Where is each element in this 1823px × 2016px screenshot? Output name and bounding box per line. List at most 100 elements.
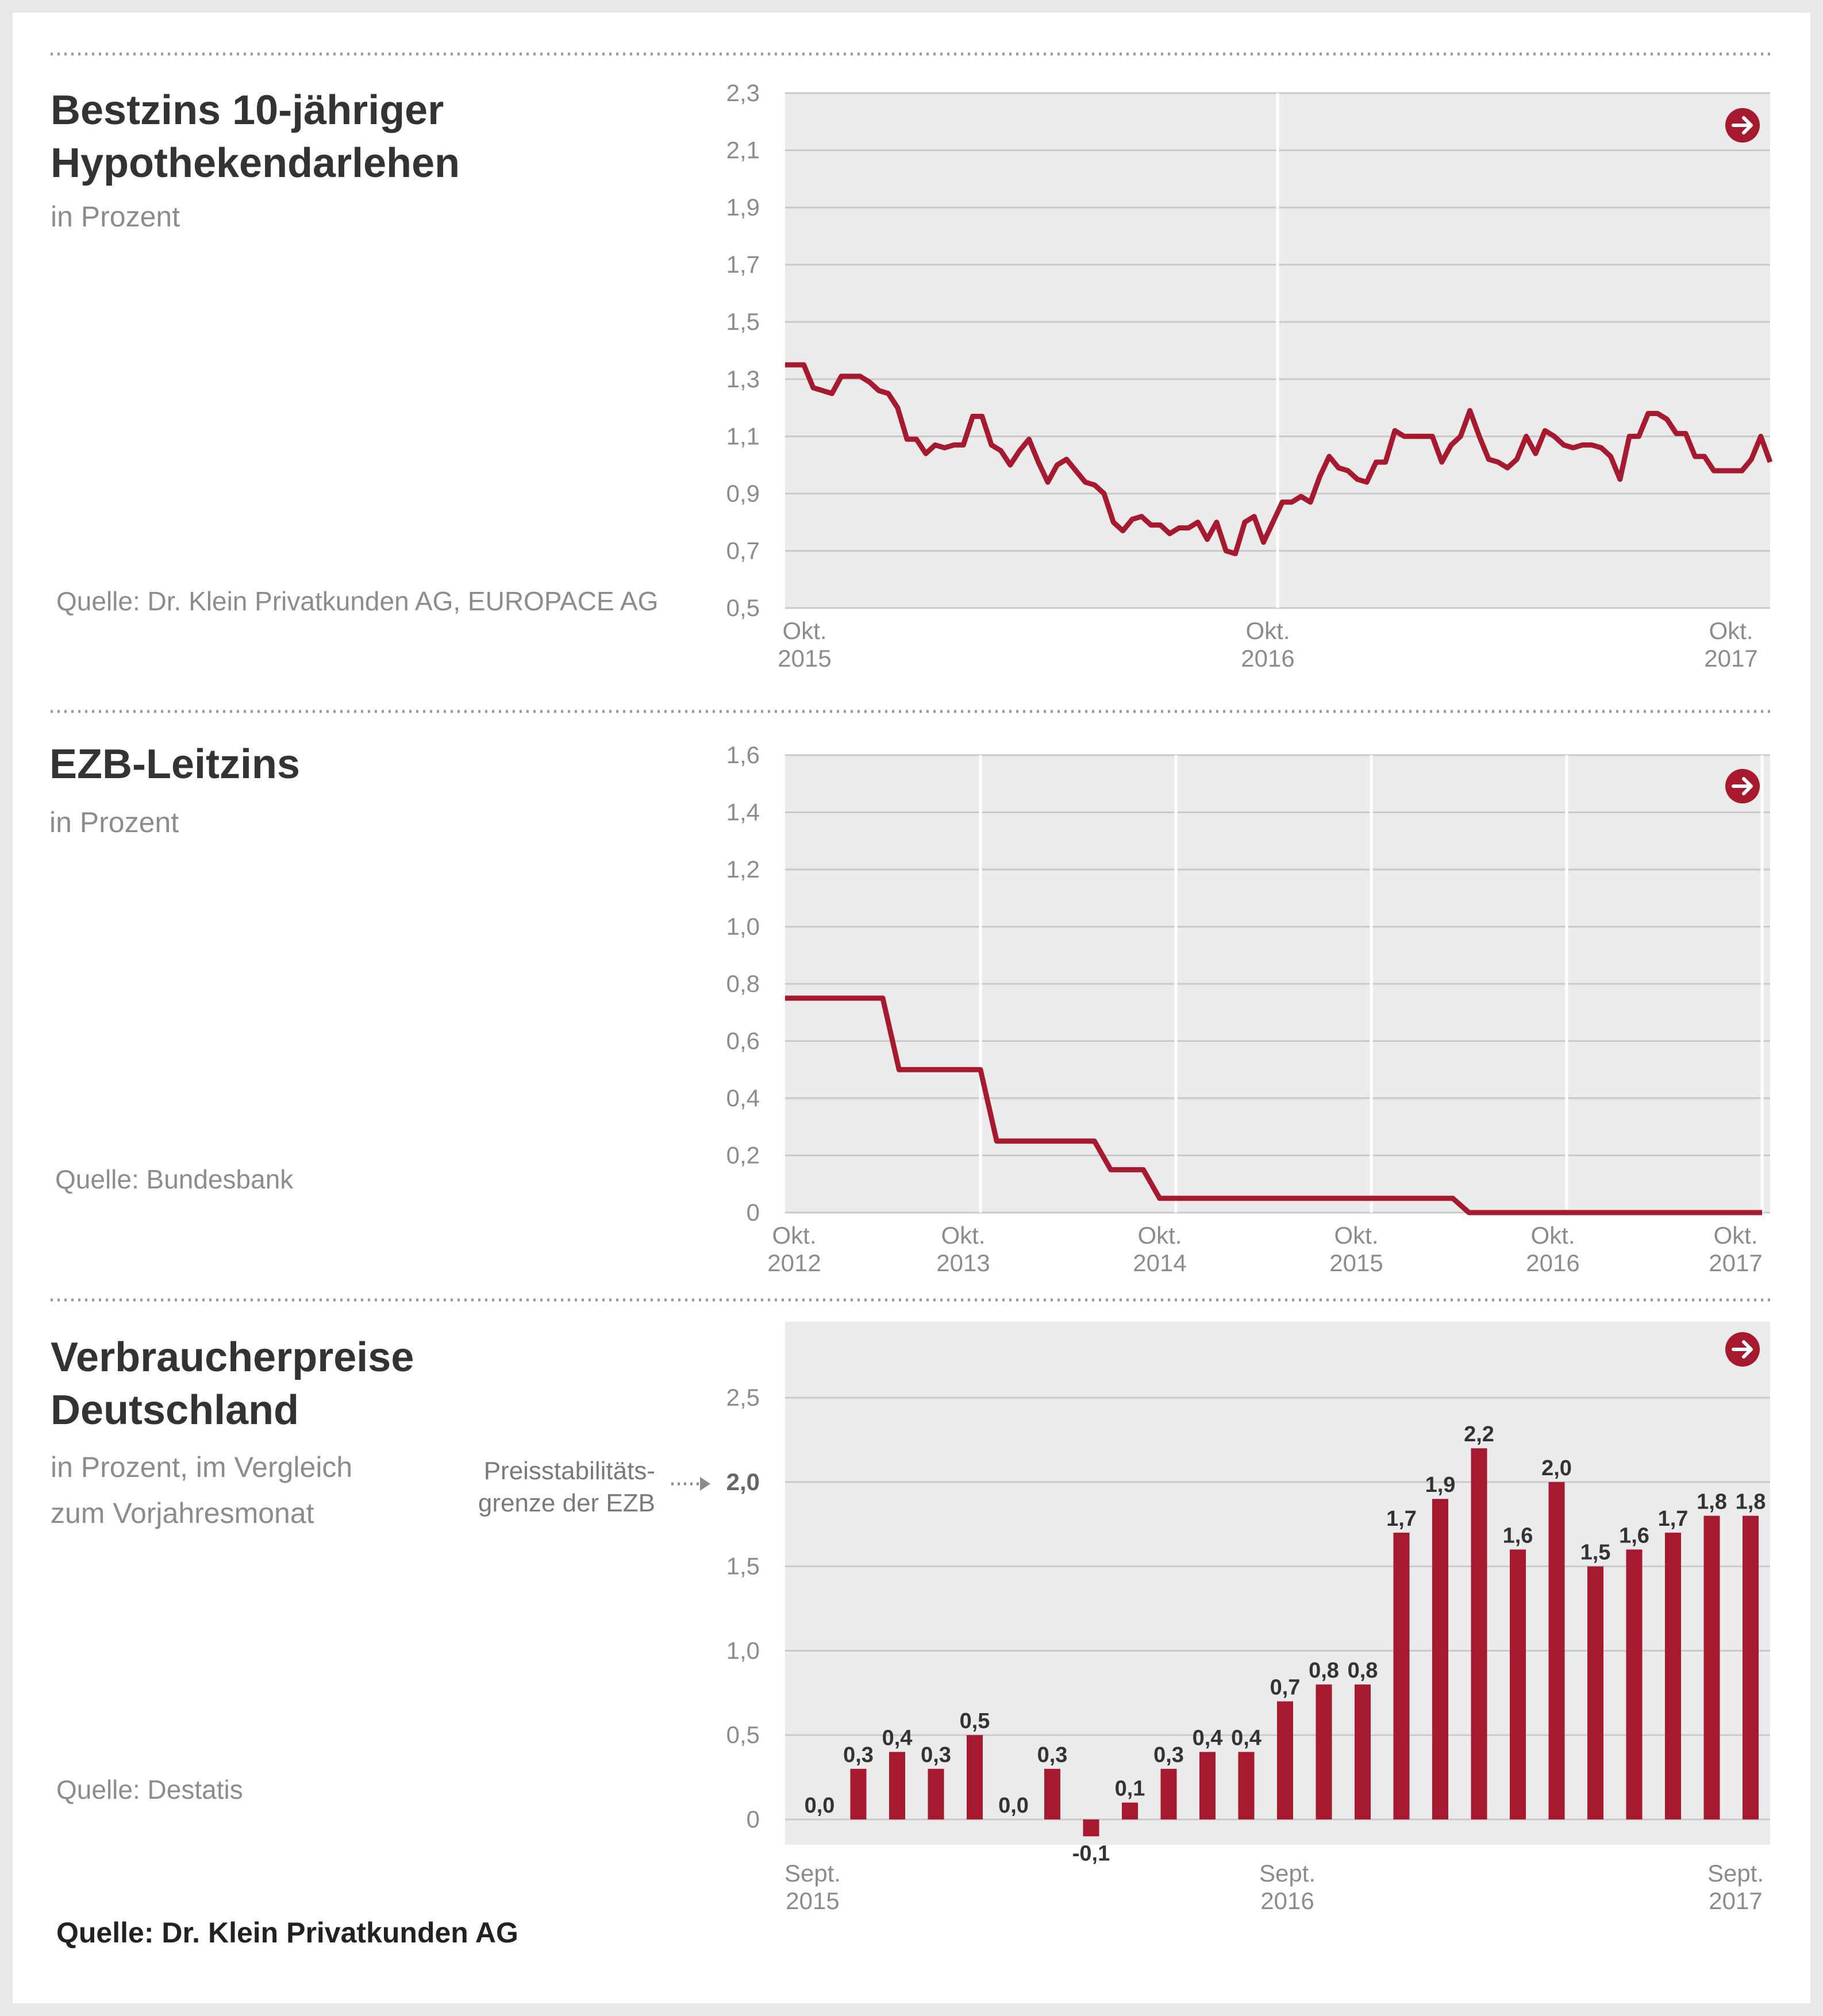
x-tick-label: 2017: [1704, 645, 1757, 672]
bar: [1355, 1684, 1371, 1819]
y-tick-label: 2,3: [726, 79, 760, 106]
bar: [1743, 1515, 1759, 1819]
bar-value-label: 2,0: [1541, 1456, 1572, 1480]
y-tick-label: 1,0: [726, 913, 760, 940]
bar: [1122, 1802, 1138, 1819]
bar-value-label: 1,5: [1580, 1541, 1611, 1565]
series-line: [785, 362, 1773, 556]
panel-consumer-prices: Verbraucherpreise Deutschland in Prozent…: [51, 1322, 1770, 1914]
arrow-right-circle-icon[interactable]: [1725, 769, 1760, 803]
y-tick-label: 1,9: [726, 194, 760, 221]
x-tick-label: Okt.: [1137, 1222, 1182, 1249]
y-tick-label: 0,9: [726, 480, 760, 507]
x-tick-label: Okt.: [1709, 617, 1753, 644]
stability-limit-annotation: grenze der EZB: [478, 1489, 655, 1517]
y-tick-label: 2,1: [726, 137, 760, 164]
y-tick-label: 1,0: [726, 1637, 760, 1664]
arrow-right-circle-icon[interactable]: [1725, 108, 1760, 143]
bar-value-label: 1,9: [1425, 1473, 1456, 1497]
bar: [850, 1768, 867, 1819]
x-tick-label: 2017: [1709, 1887, 1762, 1914]
y-tick-label: 0,2: [726, 1142, 760, 1169]
panel-subtitle: in Prozent, im Vergleich: [51, 1451, 352, 1483]
y-tick-label: 1,5: [726, 1553, 760, 1580]
x-tick-label: 2015: [786, 1887, 839, 1914]
bar-value-label: 1,8: [1736, 1490, 1766, 1514]
bar: [1432, 1499, 1448, 1819]
x-tick-label: 2015: [1329, 1249, 1383, 1276]
bar: [1703, 1515, 1720, 1819]
x-tick-label: Okt.: [1245, 617, 1290, 644]
x-tick-label: Sept.: [1707, 1860, 1764, 1887]
bar-value-label: 1,7: [1386, 1507, 1417, 1531]
bar: [928, 1768, 944, 1819]
bar-value-label: 2,2: [1464, 1422, 1494, 1446]
panel-source: Quelle: Destatis: [56, 1775, 243, 1805]
y-tick-label: 1,2: [726, 856, 760, 883]
bar-value-label: 0,0: [998, 1794, 1029, 1818]
x-tick-label: Okt.: [1530, 1222, 1575, 1249]
x-tick-label: 2017: [1709, 1249, 1762, 1276]
bar: [1316, 1684, 1332, 1819]
y-tick-label: 2,5: [726, 1384, 760, 1411]
panel-subtitle: zum Vorjahresmonat: [51, 1497, 314, 1529]
panel-title: EZB-Leitzins: [49, 741, 300, 787]
x-tick-label: Okt.: [772, 1222, 816, 1249]
bar-value-label: 0,7: [1270, 1675, 1301, 1699]
bar-value-label: 0,4: [882, 1726, 913, 1750]
y-tick-label: 0,8: [726, 970, 760, 997]
x-tick-label: Sept.: [1259, 1860, 1316, 1887]
x-tick-label: Okt.: [782, 617, 826, 644]
panel-title: Deutschland: [51, 1387, 299, 1433]
panel-source: Quelle: Dr. Klein Privatkunden AG, EUROP…: [56, 586, 658, 616]
stability-limit-annotation: Preisstabilitäts-: [484, 1457, 655, 1485]
y-tick-label: 1,7: [726, 251, 760, 278]
x-tick-label: 2016: [1241, 645, 1294, 672]
ecb-rate-chart: 00,20,40,60,81,01,21,41,6Okt.2012Okt.201…: [726, 741, 1770, 1276]
bar: [1083, 1819, 1099, 1837]
arrow-right-circle-icon[interactable]: [1725, 1332, 1760, 1367]
bar: [1510, 1549, 1526, 1819]
series-line: [785, 995, 1762, 1215]
bar-value-label: 0,3: [1037, 1743, 1068, 1767]
bar: [1199, 1752, 1216, 1819]
y-tick-label: 1,5: [726, 308, 760, 335]
infographic-svg: Bestzins 10-jähriger Hypothekendarlehen …: [49, 52, 1773, 1949]
bar-value-label: 0,8: [1348, 1659, 1378, 1683]
x-tick-label: 2016: [1260, 1887, 1314, 1914]
panel-subtitle: in Prozent: [51, 201, 180, 233]
annotation-arrow-icon: [671, 1477, 710, 1491]
x-tick-label: 2013: [936, 1249, 990, 1276]
y-tick-label: 1,1: [726, 422, 760, 449]
y-tick-label: 1,3: [726, 366, 760, 393]
y-tick-label: 0,7: [726, 537, 760, 564]
panel-title: Bestzins 10-jähriger: [51, 87, 444, 133]
y-tick-label: 0,6: [726, 1028, 760, 1055]
bar: [1160, 1768, 1177, 1819]
bar-value-label: 1,7: [1658, 1507, 1689, 1531]
bar-value-label: 0,1: [1115, 1777, 1145, 1801]
bar-value-label: 1,8: [1697, 1490, 1727, 1514]
x-tick-label: 2012: [767, 1249, 821, 1276]
bar: [1277, 1701, 1293, 1819]
bar-value-label: -0,1: [1072, 1841, 1110, 1865]
y-tick-label: 0: [747, 1199, 760, 1226]
bar-value-label: 0,8: [1309, 1659, 1339, 1683]
y-tick-label: 1,4: [726, 799, 760, 826]
panel-subtitle: in Prozent: [49, 806, 179, 838]
bar: [1626, 1549, 1643, 1819]
bar: [1471, 1448, 1487, 1819]
panel-title: Hypothekendarlehen: [51, 140, 460, 186]
panel-source: Quelle: Bundesbank: [55, 1164, 294, 1194]
bar-value-label: 0,4: [1193, 1726, 1223, 1750]
bar: [1548, 1482, 1565, 1819]
bar: [889, 1752, 905, 1819]
panel-mortgage-rate: Bestzins 10-jähriger Hypothekendarlehen …: [51, 79, 1773, 672]
x-tick-label: Okt.: [941, 1222, 985, 1249]
y-tick-label: 1,6: [726, 741, 760, 768]
y-tick-label: 0,5: [726, 1721, 760, 1748]
consumer-prices-chart: 0 0,5 1,0 1,5 2,0 2,5 0,0 0,3 0,4 0,3 0,5 0,0 0,3 -0,…: [726, 1322, 1770, 1914]
bar-value-label: 1,6: [1503, 1523, 1533, 1548]
y-tick-label: 0: [747, 1806, 760, 1833]
bar: [967, 1735, 983, 1819]
